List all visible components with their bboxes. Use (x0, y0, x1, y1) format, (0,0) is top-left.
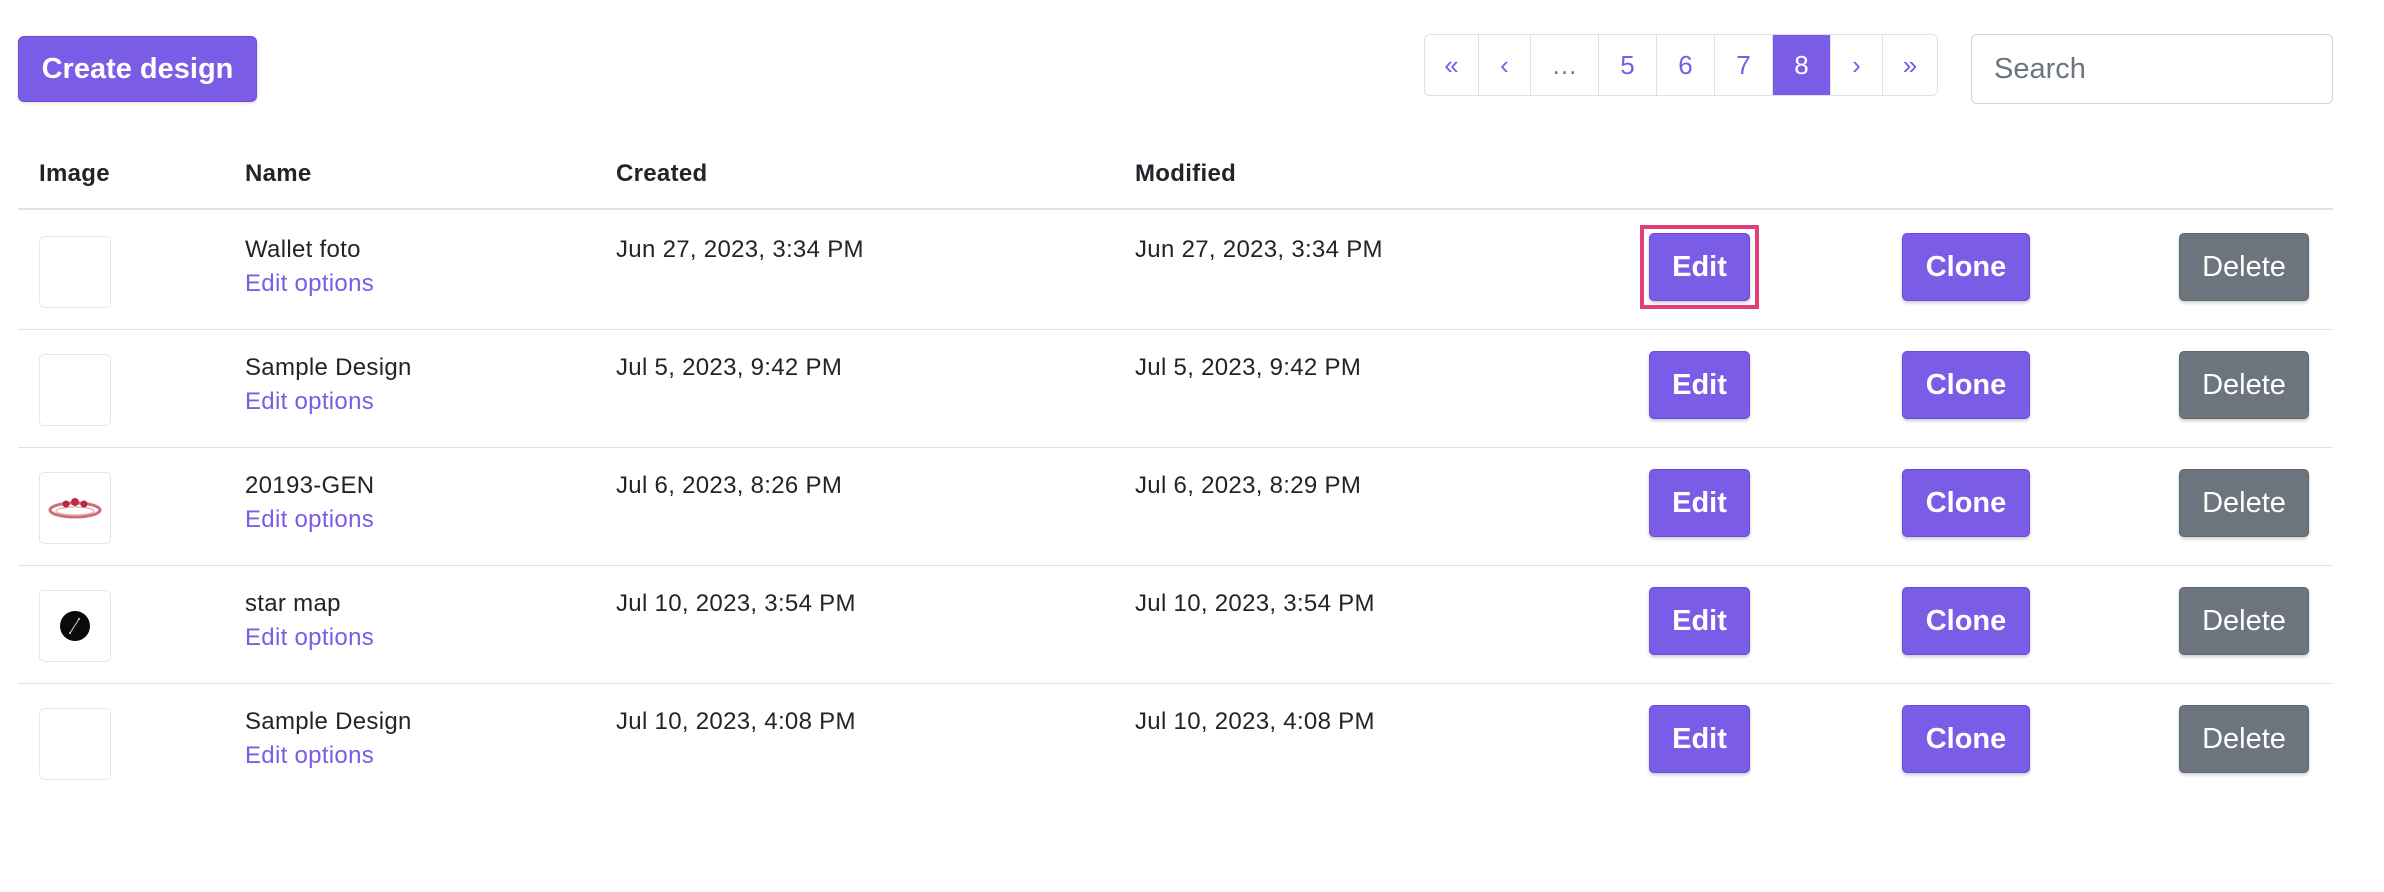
delete-button[interactable]: Delete (2179, 705, 2309, 773)
delete-button[interactable]: Delete (2179, 469, 2309, 537)
design-name: Wallet foto (245, 236, 361, 263)
page-last-button[interactable]: » (1902, 49, 1918, 80)
table-row: Wallet foto Edit options Jun 27, 2023, 3… (18, 212, 2333, 330)
page-next-button[interactable]: › (1831, 35, 1883, 95)
clone-button[interactable]: Clone (1902, 351, 2030, 419)
table-row: Sample Design Edit options Jul 10, 2023,… (18, 684, 2333, 802)
edit-options-link[interactable]: Edit options (245, 624, 375, 651)
table-header: Image Name Created Modified (18, 150, 2333, 210)
modified-date: Jul 10, 2023, 3:54 PM (1135, 590, 1375, 617)
page-ellipsis: … (1531, 35, 1599, 95)
page-prev-button[interactable]: ‹ (1479, 35, 1531, 95)
created-date: Jul 6, 2023, 8:26 PM (616, 472, 843, 499)
edit-options-link[interactable]: Edit options (245, 506, 375, 533)
edit-button[interactable]: Edit (1649, 233, 1750, 301)
edit-button[interactable]: Edit (1649, 351, 1750, 419)
design-name: 20193-GEN (245, 472, 375, 499)
design-name: star map (245, 590, 341, 617)
create-design-button[interactable]: Create design (18, 36, 257, 102)
edit-button[interactable]: Edit (1649, 469, 1750, 537)
modified-date: Jul 5, 2023, 9:42 PM (1135, 354, 1362, 381)
modified-date: Jun 27, 2023, 3:34 PM (1135, 236, 1383, 263)
table-row: Sample Design Edit options Jul 5, 2023, … (18, 330, 2333, 448)
edit-options-link[interactable]: Edit options (245, 742, 375, 769)
page-6-button[interactable]: 6 (1657, 35, 1715, 95)
table-row: 20193-GEN Edit options Jul 6, 2023, 8:26… (18, 448, 2333, 566)
clone-button[interactable]: Clone (1902, 587, 2030, 655)
created-date: Jul 10, 2023, 3:54 PM (616, 590, 856, 617)
design-thumbnail (39, 472, 111, 544)
table-row: star map Edit options Jul 10, 2023, 3:54… (18, 566, 2333, 684)
page-7-button[interactable]: 7 (1715, 35, 1773, 95)
search-input[interactable] (1971, 34, 2333, 104)
star-map-icon (60, 611, 90, 641)
page-5-button[interactable]: 5 (1599, 35, 1657, 95)
design-thumbnail (39, 236, 111, 308)
clone-button[interactable]: Clone (1902, 705, 2030, 773)
page-first-button[interactable]: « (1425, 35, 1479, 95)
clone-button[interactable]: Clone (1902, 233, 2030, 301)
edit-button[interactable]: Edit (1649, 705, 1750, 773)
delete-button[interactable]: Delete (2179, 587, 2309, 655)
design-name: Sample Design (245, 708, 412, 735)
modified-date: Jul 10, 2023, 4:08 PM (1135, 708, 1375, 735)
created-date: Jun 27, 2023, 3:34 PM (616, 236, 864, 263)
design-thumbnail (39, 354, 111, 426)
clone-button[interactable]: Clone (1902, 469, 2030, 537)
design-thumbnail (39, 708, 111, 780)
page-8-button[interactable]: 8 (1773, 35, 1831, 95)
column-header-image: Image (39, 160, 110, 187)
pagination: « ‹ … 5 6 7 8 › » (1424, 34, 1938, 96)
column-header-name: Name (245, 160, 312, 187)
ring-icon (48, 498, 102, 519)
delete-button[interactable]: Delete (2179, 351, 2309, 419)
delete-button[interactable]: Delete (2179, 233, 2309, 301)
edit-button[interactable]: Edit (1649, 587, 1750, 655)
modified-date: Jul 6, 2023, 8:29 PM (1135, 472, 1362, 499)
design-thumbnail (39, 590, 111, 662)
edit-options-link[interactable]: Edit options (245, 270, 375, 297)
column-header-created: Created (616, 160, 708, 187)
created-date: Jul 10, 2023, 4:08 PM (616, 708, 856, 735)
created-date: Jul 5, 2023, 9:42 PM (616, 354, 843, 381)
design-name: Sample Design (245, 354, 412, 381)
edit-options-link[interactable]: Edit options (245, 388, 375, 415)
column-header-modified: Modified (1135, 160, 1237, 187)
